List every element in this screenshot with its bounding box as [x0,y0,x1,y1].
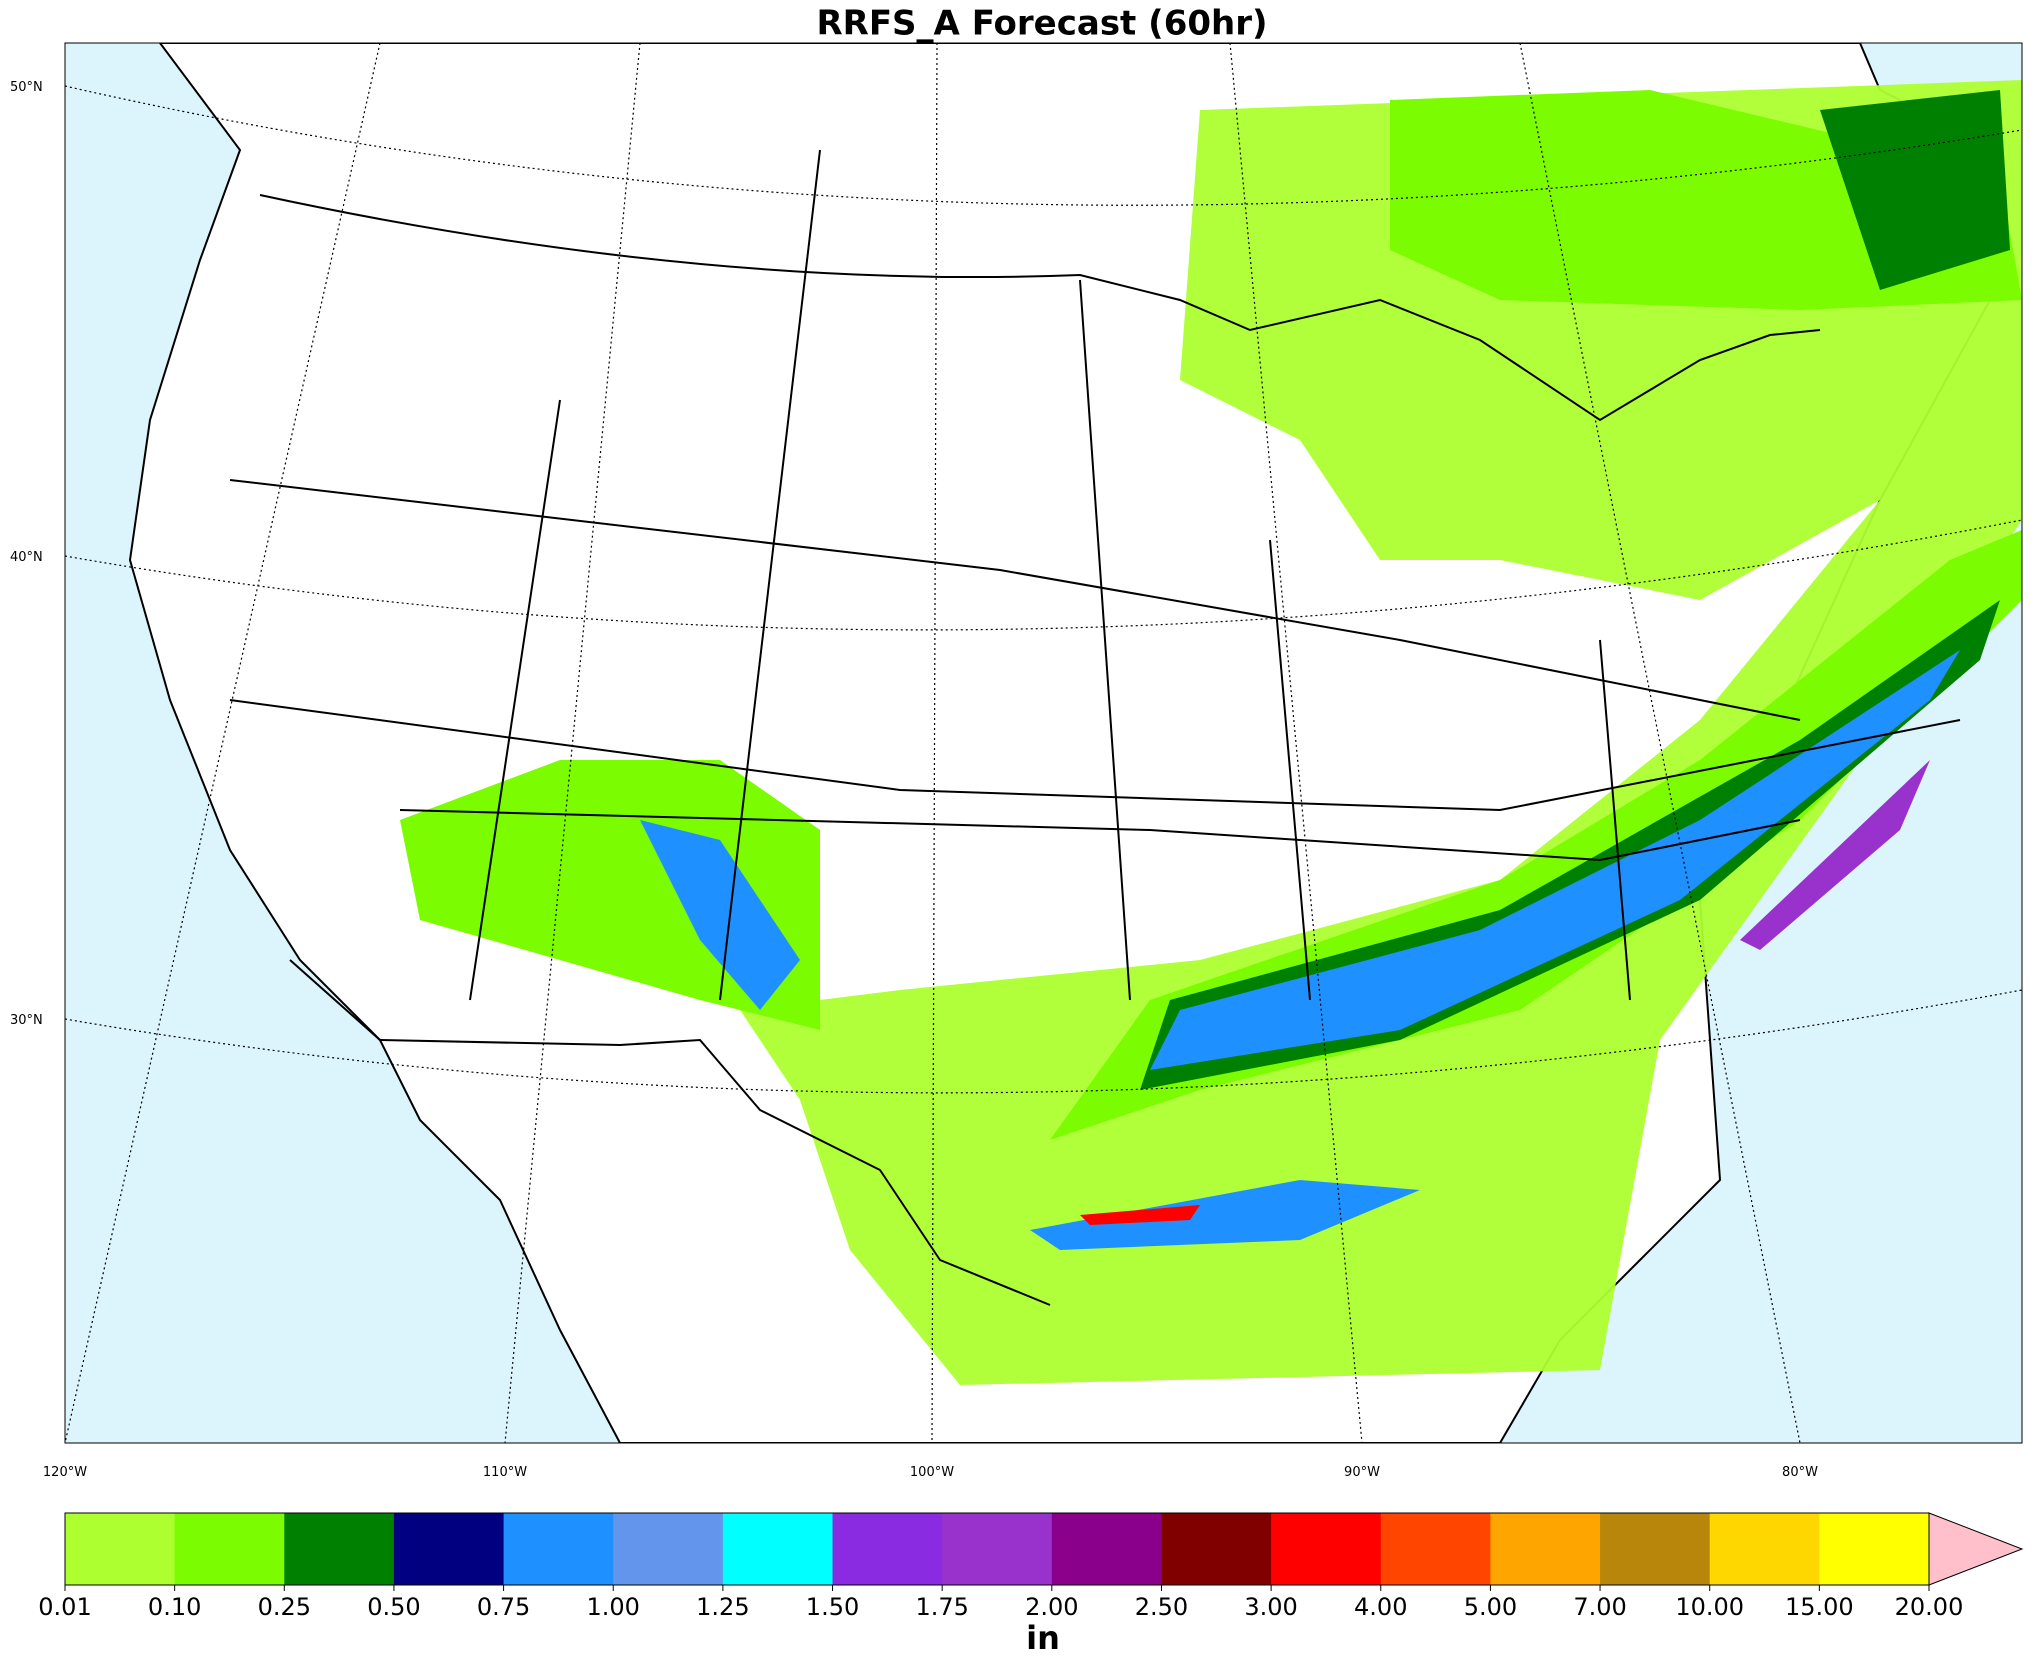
lat-label: 50°N [10,80,43,95]
colorbar-swatch [503,1513,614,1585]
colorbar-swatch [1380,1513,1491,1585]
colorbar-tick-label: 15.00 [1785,1593,1854,1621]
precip-area [1080,1205,1200,1225]
precip-area [1820,90,2010,290]
colorbar-tick-label: 7.00 [1573,1593,1626,1621]
precip-area [1030,1180,1420,1250]
colorbar-swatch [174,1513,285,1585]
map-frame [64,42,2023,1444]
colorbar-tick-label: 1.00 [587,1593,640,1621]
lat-label: 30°N [10,1013,43,1028]
lat-labels: 50°N 40°N 30°N [10,80,43,1028]
colorbar-swatch [942,1513,1053,1585]
colorbar-swatch [613,1513,724,1585]
colorbar-swatch [1600,1513,1711,1585]
colorbar-swatch [284,1513,395,1585]
colorbar-tick-label: 1.75 [915,1593,968,1621]
lon-label: 80°W [1782,1465,1818,1480]
colorbar-tick-label: 2.00 [1025,1593,1078,1621]
colorbar-tick-label: 0.25 [258,1593,311,1621]
colorbar-tick-label: 3.00 [1244,1593,1297,1621]
graticule [65,43,2022,1443]
colorbar-tick-label: 4.00 [1354,1593,1407,1621]
lat-label: 40°N [10,550,43,565]
lon-label: 90°W [1344,1465,1380,1480]
colorbar-tick-label: 1.25 [696,1593,749,1621]
colorbar-tick-label: 0.01 [38,1593,91,1621]
borders [229,149,1961,1306]
colorbar-swatch [1161,1513,1272,1585]
colorbar-tick-label: 0.75 [477,1593,530,1621]
precip-area [400,760,820,1030]
lon-label: 120°W [43,1465,87,1480]
precip-area [740,80,2022,1385]
title: RRFS_A Forecast (60hr) [816,4,1267,44]
colorbar: 0.01 0.10 0.25 0.50 0.75 1.00 1.25 1.50 1.75 2.00… [38,1512,2024,1621]
lon-label: 110°W [483,1465,527,1480]
colorbar-swatch [65,1513,176,1585]
colorbar-tick-label: 1.50 [806,1593,859,1621]
colorbar-tick-label: 0.10 [148,1593,201,1621]
colorbar-tick-label: 10.00 [1675,1593,1744,1621]
colorbar-frame [64,1512,1930,1586]
colorbar-swatch [1051,1513,1162,1585]
lon-label: 100°W [910,1465,954,1480]
colorbar-tick-label: 2.50 [1135,1593,1188,1621]
colorbar-swatch [1271,1513,1382,1585]
colorbar-swatch [722,1513,834,1585]
colorbar-unit: in [1026,1619,1060,1657]
colorbar-swatch [1490,1513,1601,1585]
colorbar-swatch [832,1513,943,1585]
colorbar-swatch [393,1513,505,1585]
lon-labels: 120°W 110°W 100°W 90°W 80°W [43,1465,1818,1480]
precip-area [640,820,800,1010]
colorbar-tick-label: 0.50 [367,1593,420,1621]
colorbar-swatch [1709,1513,1820,1585]
precip-area [1150,650,1960,1070]
colorbar-extend [1928,1512,2024,1586]
colorbar-tick-label: 20.00 [1895,1593,1964,1621]
map: 50°N 40°N 30°N 120°W 110°W 100°W 90°W 80°W [10,42,2023,1480]
colorbar-tick-label: 5.00 [1464,1593,1517,1621]
precip-area [1740,760,1930,950]
colorbar-swatch [1819,1513,1930,1585]
